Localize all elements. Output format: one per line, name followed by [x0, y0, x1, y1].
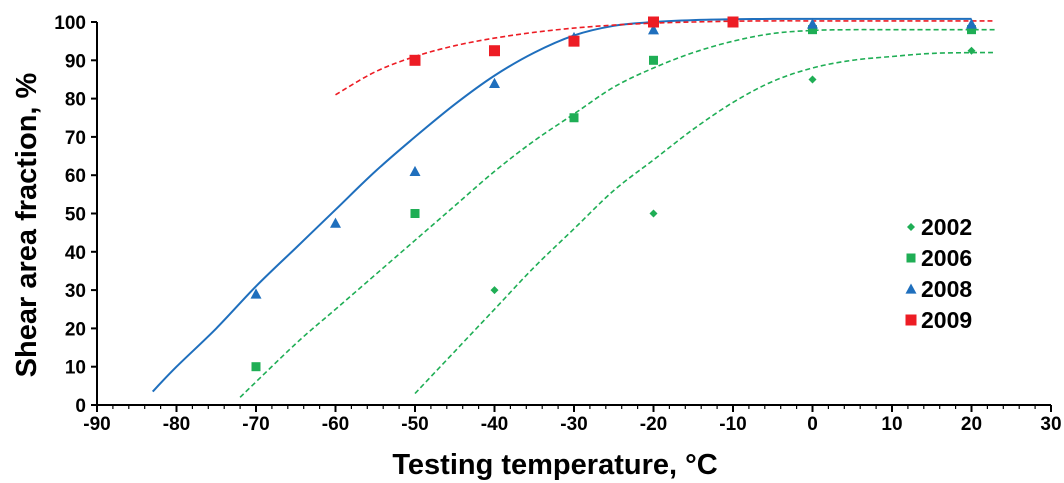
- data-point-2009: [568, 35, 580, 47]
- x-tick-label: -70: [242, 414, 269, 435]
- data-point-2006: [251, 362, 261, 372]
- data-point-2002: [649, 209, 658, 218]
- x-tick-label: 10: [881, 414, 902, 435]
- legend-marker-2002: [907, 223, 915, 231]
- x-tick-label: -30: [560, 414, 587, 435]
- legend-marker-2008: [905, 283, 917, 294]
- y-tick-label: 50: [65, 205, 86, 226]
- x-axis-ticks: [96, 405, 1052, 412]
- legend-marker-2009: [905, 314, 917, 326]
- data-point-2008: [966, 18, 977, 29]
- y-axis-title: Shear area fraction, %: [11, 72, 43, 377]
- x-tick-label: -50: [401, 414, 428, 435]
- y-tick-label: 20: [65, 319, 86, 340]
- x-tick-label: 30: [1040, 414, 1061, 435]
- data-point-2008: [330, 217, 341, 228]
- data-point-2008: [648, 24, 659, 35]
- legend-label-2008: 2008: [921, 276, 972, 302]
- x-tick-label: -40: [481, 414, 508, 435]
- data-point-2002: [967, 46, 976, 55]
- y-tick-label: 10: [65, 358, 86, 379]
- data-point-2002: [808, 75, 817, 84]
- x-tick-label: -90: [83, 414, 110, 435]
- y-tick-label: 80: [65, 90, 86, 111]
- x-tick-label: 0: [807, 414, 818, 435]
- y-tick-label: 70: [65, 128, 86, 149]
- fit-curve-2009: [335, 20, 996, 96]
- legend-label-2002: 2002: [921, 214, 972, 240]
- data-point-2009: [489, 45, 500, 57]
- x-tick-label: -60: [322, 414, 349, 435]
- y-tick-label: 0: [75, 396, 86, 417]
- data-point-2006: [569, 113, 579, 123]
- x-tick-label: -20: [640, 414, 667, 435]
- legend: 2002 2006 2008 2009: [905, 214, 972, 333]
- x-tick-label: 20: [961, 414, 982, 435]
- data-point-2008: [250, 288, 262, 299]
- x-tick-label: -10: [719, 414, 746, 435]
- data-point-2006: [410, 209, 420, 218]
- data-point-2006: [649, 55, 658, 65]
- data-point-2009: [648, 16, 659, 28]
- fit-curve-2002: [414, 51, 996, 395]
- legend-marker-2006: [906, 253, 916, 263]
- x-axis-title: Testing temperature, °C: [392, 449, 717, 481]
- x-axis-tick-labels: -90 -80 -70 -60 -50 -40 -30 -20 -10 0 10 20 30: [83, 414, 1061, 435]
- fit-curve-2008: [151, 17, 972, 393]
- y-tick-label: 100: [54, 13, 86, 34]
- data-point-2008: [489, 77, 500, 88]
- fit-curves: [151, 17, 996, 398]
- y-axis-tick-labels: 0 10 20 30 40 50 60 70 80 90 100: [54, 13, 86, 417]
- data-point-2008: [409, 165, 421, 177]
- x-tick-label: -80: [163, 414, 190, 435]
- data-point-2009: [409, 54, 421, 66]
- data-point-2002: [490, 286, 499, 295]
- data-point-2008: [807, 18, 818, 29]
- data-point-2006: [967, 25, 976, 35]
- legend-label-2009: 2009: [921, 307, 972, 333]
- data-points: [250, 16, 977, 372]
- y-tick-label: 30: [65, 281, 86, 302]
- data-point-2006: [808, 25, 817, 35]
- y-tick-label: 60: [65, 166, 86, 187]
- y-tick-label: 90: [65, 51, 86, 72]
- y-tick-label: 40: [65, 243, 86, 264]
- data-point-2009: [727, 16, 739, 28]
- legend-label-2006: 2006: [921, 245, 972, 271]
